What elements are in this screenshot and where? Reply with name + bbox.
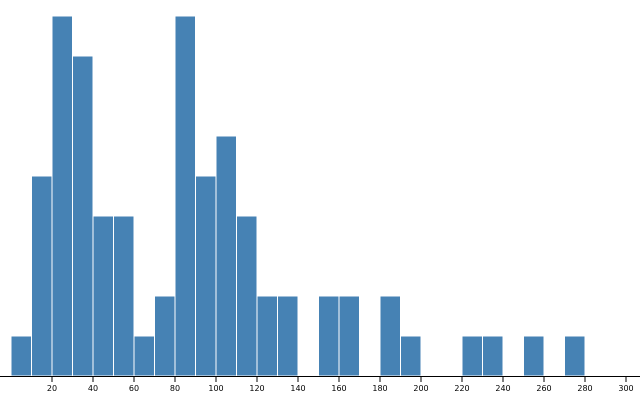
x-tick-label: 280	[577, 384, 592, 393]
histogram-bar	[155, 296, 176, 376]
x-tick-label: 80	[170, 384, 180, 393]
x-tick-label: 180	[372, 384, 387, 393]
x-tick-label: 40	[88, 384, 98, 393]
histogram-bar	[134, 336, 155, 376]
x-tick-label: 60	[129, 384, 139, 393]
x-tick-label: 120	[249, 384, 264, 393]
histogram-bar	[93, 216, 114, 376]
histogram-bar	[524, 336, 545, 376]
histogram-bar	[319, 296, 340, 376]
histogram-bar	[565, 336, 586, 376]
histogram-bar	[216, 136, 237, 376]
x-tick-label: 240	[495, 384, 510, 393]
histogram-bar	[278, 296, 299, 376]
x-tick-label: 100	[208, 384, 223, 393]
x-tick-label: 20	[47, 384, 57, 393]
histogram-bar	[32, 176, 53, 376]
histogram-bar	[73, 56, 94, 376]
histogram-bar	[11, 336, 32, 376]
x-tick-label: 220	[454, 384, 469, 393]
histogram-bar	[196, 176, 217, 376]
histogram-bar	[483, 336, 504, 376]
histogram-bar	[462, 336, 483, 376]
bars-layer	[11, 16, 585, 376]
x-tick-label: 160	[331, 384, 346, 393]
histogram-bar	[175, 16, 196, 376]
x-axis: 20 40 60 80 100 120 140 160 180 200 220 240 260 280 30…	[0, 376, 640, 393]
histogram-bar	[237, 216, 258, 376]
histogram-bar	[401, 336, 422, 376]
histogram-bar	[257, 296, 278, 376]
histogram-bar	[380, 296, 401, 376]
x-tick-label: 300	[618, 384, 633, 393]
histogram-bar	[339, 296, 360, 376]
x-tick-label: 260	[536, 384, 551, 393]
histogram-bar	[114, 216, 135, 376]
x-tick-label: 140	[290, 384, 305, 393]
x-tick-label: 200	[413, 384, 428, 393]
histogram-bar	[52, 16, 73, 376]
